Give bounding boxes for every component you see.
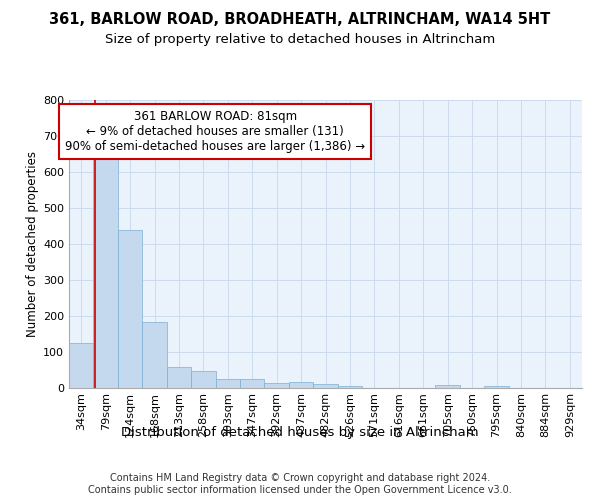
Bar [191, 371, 215, 388]
Bar [167, 367, 191, 388]
Bar [69, 342, 94, 388]
Bar [484, 386, 509, 388]
Text: 361, BARLOW ROAD, BROADHEATH, ALTRINCHAM, WA14 5HT: 361, BARLOW ROAD, BROADHEATH, ALTRINCHAM… [49, 12, 551, 28]
Text: Contains HM Land Registry data © Crown copyright and database right 2024.
Contai: Contains HM Land Registry data © Crown c… [88, 474, 512, 495]
Bar [215, 378, 240, 388]
Bar [289, 382, 313, 388]
Y-axis label: Number of detached properties: Number of detached properties [26, 151, 39, 337]
Bar [265, 383, 289, 388]
Bar [94, 154, 118, 388]
Bar [338, 386, 362, 388]
Bar [313, 384, 338, 388]
Bar [118, 230, 142, 388]
Bar [240, 378, 265, 388]
Text: Distribution of detached houses by size in Altrincham: Distribution of detached houses by size … [121, 426, 479, 439]
Text: 361 BARLOW ROAD: 81sqm
← 9% of detached houses are smaller (131)
90% of semi-det: 361 BARLOW ROAD: 81sqm ← 9% of detached … [65, 110, 365, 153]
Bar [142, 322, 167, 388]
Text: Size of property relative to detached houses in Altrincham: Size of property relative to detached ho… [105, 32, 495, 46]
Bar [436, 386, 460, 388]
